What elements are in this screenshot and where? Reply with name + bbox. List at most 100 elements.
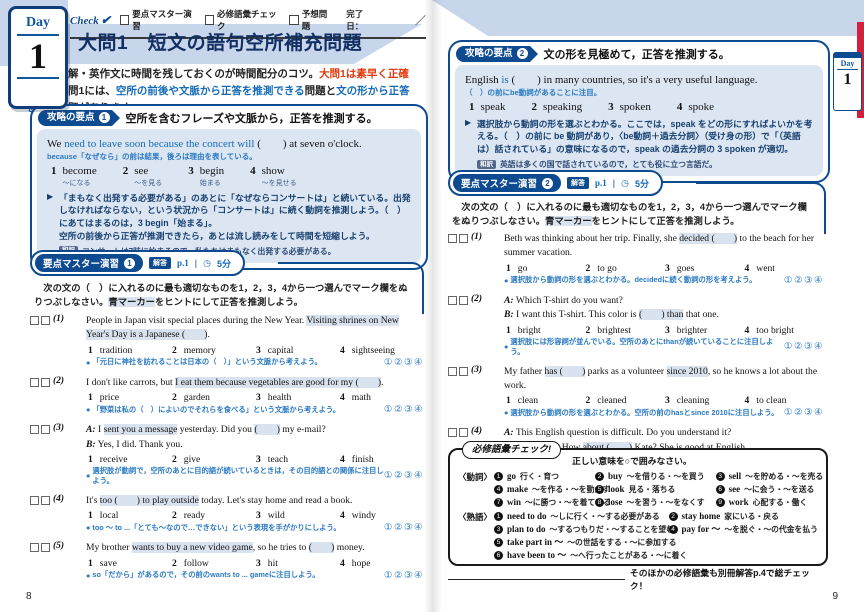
choice-option[interactable]: 1 go: [506, 263, 586, 274]
choice-option[interactable]: 4 to clean: [745, 395, 825, 406]
choice-option[interactable]: 4 sightseeing: [340, 345, 424, 356]
choice-option[interactable]: 4 windy: [340, 510, 424, 521]
attempt-checkbox[interactable]: [448, 428, 457, 438]
choice-option[interactable]: 4 math: [340, 392, 424, 403]
choice-option[interactable]: 2 memory: [172, 345, 256, 356]
choice-option[interactable]: 3 brighter: [665, 325, 745, 336]
attempt-checkbox[interactable]: [41, 316, 50, 325]
attempt-checkbox[interactable]: [41, 425, 50, 435]
attempt-checkbox[interactable]: [41, 495, 50, 505]
choice-option[interactable]: 1 bright: [506, 325, 586, 336]
entry-meanings: ～に勝つ・～を着ている: [525, 498, 611, 507]
choice-word: to go: [597, 262, 617, 274]
answer-mark-bubbles[interactable]: ①②③④: [383, 522, 424, 534]
vocab-entry[interactable]: 8 lose ～を習う・～をなくす: [595, 496, 716, 509]
choice-option[interactable]: 2 brightest: [586, 325, 666, 336]
time-limit: 5分: [634, 178, 649, 189]
question-footer: ● 「元日に神社を訪れることは日本の（ ）」という文脈から考えよう。 ①②③④: [86, 357, 424, 368]
question-text-segment: , so he tries to: [252, 542, 309, 554]
attempt-checkbox[interactable]: [30, 543, 39, 553]
choice-option[interactable]: 1 clean: [506, 395, 586, 406]
choice-option[interactable]: 4 too bright: [745, 325, 825, 336]
choice-option[interactable]: 3 cleaning: [665, 395, 745, 406]
attempt-checkbox[interactable]: [30, 316, 39, 325]
answer-mark-bubbles[interactable]: ①②③④: [383, 569, 424, 581]
choice-option[interactable]: 4 finish: [340, 454, 424, 465]
answer-mark-bubbles[interactable]: ①②③④: [783, 407, 824, 419]
check-item-box[interactable]: [119, 15, 130, 25]
choice-option[interactable]: 2 garden: [172, 392, 256, 403]
attempt-checkbox[interactable]: [459, 366, 468, 376]
drill-header-2: 要点マスター演習 2 解答 p.1 | ◷ 5分: [448, 170, 826, 234]
day-number: 1: [29, 36, 47, 76]
check-label: Check ✔: [70, 13, 111, 28]
choice-option[interactable]: 3 teach: [256, 454, 340, 465]
choice-option[interactable]: 3 hit: [256, 558, 340, 569]
question-number: (5): [53, 541, 65, 552]
answer-mark-bubbles[interactable]: ①②③④: [383, 356, 424, 368]
attempt-checkbox[interactable]: [459, 428, 468, 438]
answer-mark-bubbles[interactable]: ①②③④: [383, 404, 424, 416]
choice-option[interactable]: 2 ready: [172, 510, 256, 521]
entry-meanings: ～の世話をする・～に参加する: [567, 538, 677, 547]
answer-mark-bubbles[interactable]: ①②③④: [383, 470, 424, 482]
choice-option[interactable]: 2 follow: [172, 558, 256, 569]
attempt-checkbox[interactable]: [448, 295, 457, 305]
question-item: (1) People in Japan visit special places…: [30, 314, 424, 368]
attempt-checkbox[interactable]: [448, 366, 457, 376]
attempt-checkbox[interactable]: [41, 377, 50, 387]
vocab-entry[interactable]: 6 see ～に会う・～を送る: [715, 483, 820, 496]
choice-option[interactable]: 3 health: [256, 392, 340, 403]
vocab-entry[interactable]: 2 buy ～を借りる・～を買う: [595, 470, 716, 483]
attempt-checkbox[interactable]: [30, 495, 39, 505]
choice-option[interactable]: 1 save: [88, 558, 172, 569]
question-footer: ● 「野菜は私の（ ）によいのでそれらを食べる」という文脈から考えよう。 ①②③④: [86, 404, 424, 415]
check-item-box[interactable]: [204, 15, 214, 25]
vocab-entry[interactable]: 3 sell ～を貯める・～を売る: [715, 470, 823, 483]
explanation-text: 「まもなく出発する必要がある」のあとに「なぜならコンサートは」と続いている。出発…: [59, 192, 411, 229]
divider: [17, 34, 59, 36]
choice-option[interactable]: 1 local: [88, 510, 172, 521]
choice-row: 1 tradition 2 memory 3 capital 4 sightseeing: [88, 345, 424, 356]
choice-number: 1: [506, 262, 511, 274]
vocab-entry[interactable]: 4 pay for ～～を脱ぐ・～の代金を払う: [668, 523, 824, 536]
vocab-entry[interactable]: 1 need to do ～しに行く・～する必要がある: [494, 510, 669, 523]
vocab-entry[interactable]: 3 plan to do ～するつもりだ・～することを望む: [494, 523, 674, 536]
choice-number: 4: [340, 392, 345, 404]
answer-mark-bubbles[interactable]: ①②③④: [783, 341, 824, 353]
choice-option[interactable]: 2 give: [172, 454, 256, 465]
check-item-box[interactable]: [289, 15, 299, 25]
choice-option[interactable]: 2 cleaned: [586, 395, 666, 406]
answer-mark-bubbles[interactable]: ①②③④: [783, 274, 824, 286]
vocab-entry[interactable]: 4 make ～を作る・～を動かす: [494, 483, 610, 496]
attempt-checkbox[interactable]: [459, 295, 468, 305]
drill-number: 1: [124, 257, 136, 269]
choice-option[interactable]: 4 hope: [340, 558, 424, 569]
vocab-entry[interactable]: 2 stay home 家にいる・戻る: [668, 510, 824, 523]
choice-option[interactable]: 3 goes: [665, 263, 745, 274]
check-word: Check: [70, 14, 99, 27]
vocab-entry[interactable]: 9 work 心配する・働く: [715, 496, 820, 509]
vocab-entry[interactable]: 1 go 行く・育つ: [494, 470, 595, 483]
attempt-checkbox[interactable]: [448, 234, 457, 243]
example-text: We: [47, 138, 65, 150]
choice-gloss: ～になる: [62, 179, 91, 187]
vocab-entry[interactable]: 6 have been to ～～へ行ったことがある・～に着く: [494, 549, 687, 562]
vocab-entry[interactable]: 5 take part in ～～の世話をする・～に参加する: [494, 536, 676, 549]
choice-option[interactable]: 1 receive: [88, 454, 172, 465]
choice-option[interactable]: 1 price: [88, 392, 172, 403]
choice-option[interactable]: 1 tradition: [88, 345, 172, 356]
vocab-entry[interactable]: 5 look 見る・落ちる: [595, 483, 716, 496]
choice-option[interactable]: 4 went: [745, 263, 825, 274]
attempt-checkbox[interactable]: [41, 543, 50, 553]
attempt-checkbox[interactable]: [30, 377, 39, 387]
completion-date-field[interactable]: ／: [415, 15, 427, 27]
choice-number: 4: [340, 557, 345, 569]
choice-option[interactable]: 3 wild: [256, 510, 340, 521]
attempt-checkbox[interactable]: [30, 425, 39, 435]
vocab-entry[interactable]: 7 win ～に勝つ・～を着ている: [494, 496, 611, 509]
choice-option[interactable]: 2 to go: [586, 263, 666, 274]
entry-word: need to do: [507, 511, 547, 521]
choice-option[interactable]: 3 capital: [256, 345, 340, 356]
attempt-checkbox[interactable]: [459, 234, 468, 243]
